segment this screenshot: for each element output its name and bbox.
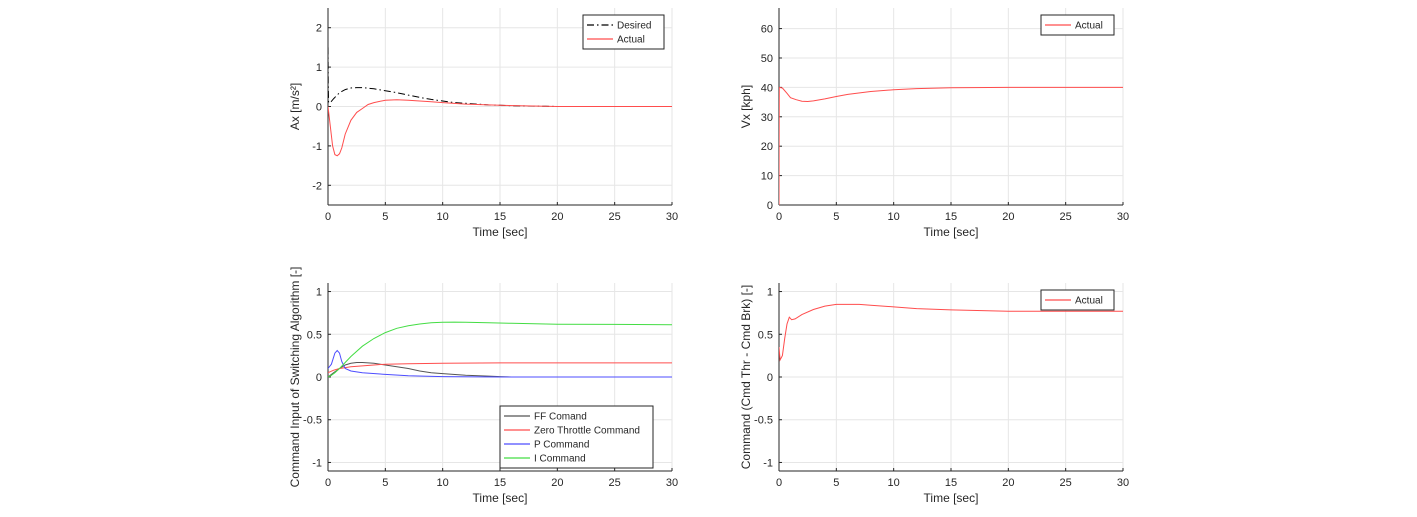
x-axis-label: Time [sec]	[924, 491, 979, 505]
x-tick-label: 25	[609, 477, 621, 489]
x-tick-label: 15	[494, 211, 506, 223]
y-tick-label: 1	[316, 62, 322, 74]
x-tick-label: 30	[666, 477, 678, 489]
x-tick-label: 25	[1060, 477, 1072, 489]
y-tick-label: 1	[767, 287, 773, 299]
series-line-actual	[328, 99, 672, 157]
y-tick-label: 0	[767, 200, 773, 212]
x-tick-label: 15	[494, 477, 506, 489]
x-tick-label: 5	[833, 211, 839, 223]
chart-2: 0 5 10 15 20 25 30 0 10 20 30 40 50 60 Time [sec] Vx [k…	[739, 8, 1129, 239]
legend: FF Comand Zero Throttle Command P Command I…	[499, 405, 654, 469]
y-tick-label: -0.5	[754, 415, 773, 427]
legend-box	[582, 14, 665, 50]
y-tick-label: 10	[761, 171, 773, 183]
x-tick-label: 10	[437, 477, 449, 489]
legend: Actual	[1040, 289, 1115, 311]
y-tick-label: 1	[316, 287, 322, 299]
x-tick-label: 20	[551, 477, 563, 489]
y-tick-label: -2	[312, 180, 322, 192]
y-axis-label: Ax [m/s²]	[288, 83, 302, 130]
y-axis-label: Command (Cmd Thr - Cmd Brk) [-]	[739, 285, 753, 469]
legend-entry: Actual	[1075, 296, 1103, 307]
x-axis-label: Time [sec]	[924, 225, 979, 239]
y-axis-label: Vx [kph]	[739, 85, 753, 128]
x-tick-label: 25	[609, 211, 621, 223]
x-tick-label: 10	[437, 211, 449, 223]
x-tick-label: 30	[1117, 477, 1129, 489]
chart-1: 0 5 10 15 20 25 30 -2 -1 0 1 2 Time [sec] Ax [m/s²] De…	[288, 8, 678, 239]
x-tick-label: 5	[833, 477, 839, 489]
x-tick-label: 15	[945, 211, 957, 223]
x-tick-label: 5	[382, 477, 388, 489]
y-tick-label: 0	[316, 102, 322, 114]
x-tick-label: 0	[776, 477, 782, 489]
x-axis-label: Time [sec]	[473, 225, 528, 239]
legend-entry: Actual	[1075, 21, 1103, 32]
y-tick-label: 0.5	[307, 329, 322, 341]
x-tick-label: 0	[325, 211, 331, 223]
legend-box	[1040, 14, 1115, 36]
legend-entry: FF Comand	[534, 412, 587, 423]
y-tick-label: 50	[761, 53, 773, 65]
y-axis-label: Command Input of Switching Algorithm [-]	[288, 267, 302, 488]
legend-entry: Desired	[617, 21, 651, 32]
y-tick-label: -1	[312, 457, 322, 469]
legend-entry: I Command	[534, 454, 586, 465]
legend: Desired Actual	[582, 14, 665, 50]
x-tick-label: 20	[1002, 477, 1014, 489]
chart-3: 0 5 10 15 20 25 30 -1 -0.5 0 0.5 1 Time [sec] Command…	[288, 267, 678, 505]
y-tick-label: -0.5	[303, 415, 322, 427]
x-tick-label: 30	[666, 211, 678, 223]
y-tick-label: 0	[767, 372, 773, 384]
y-tick-label: 60	[761, 24, 773, 36]
x-tick-label: 25	[1060, 211, 1072, 223]
y-tick-label: -1	[312, 141, 322, 153]
legend-box	[1040, 289, 1115, 311]
x-tick-label: 20	[1002, 211, 1014, 223]
x-tick-label: 5	[382, 211, 388, 223]
x-tick-label: 0	[325, 477, 331, 489]
x-tick-label: 0	[776, 211, 782, 223]
y-tick-label: 0	[316, 372, 322, 384]
series-line-actual	[779, 86, 1123, 205]
chart-4: 0 5 10 15 20 25 30 -1 -0.5 0 0.5 1 Time [sec] Command…	[739, 283, 1129, 505]
legend-entry: P Command	[534, 440, 589, 451]
y-tick-label: 30	[761, 112, 773, 124]
legend-entry: Actual	[617, 35, 645, 46]
x-tick-label: 30	[1117, 211, 1129, 223]
y-tick-label: 20	[761, 141, 773, 153]
x-axis-label: Time [sec]	[473, 491, 528, 505]
y-tick-label: 40	[761, 82, 773, 94]
y-tick-label: -1	[763, 457, 773, 469]
series-line-actual	[779, 303, 1123, 362]
series-line-p-command	[328, 349, 672, 378]
y-tick-label: 2	[316, 23, 322, 35]
y-tick-label: 0.5	[758, 329, 773, 341]
x-tick-label: 20	[551, 211, 563, 223]
legend-entry: Zero Throttle Command	[534, 426, 640, 437]
x-tick-label: 15	[945, 477, 957, 489]
series-line-i-command	[328, 321, 672, 378]
x-tick-label: 10	[888, 211, 900, 223]
legend: Actual	[1040, 14, 1115, 36]
x-tick-label: 10	[888, 477, 900, 489]
